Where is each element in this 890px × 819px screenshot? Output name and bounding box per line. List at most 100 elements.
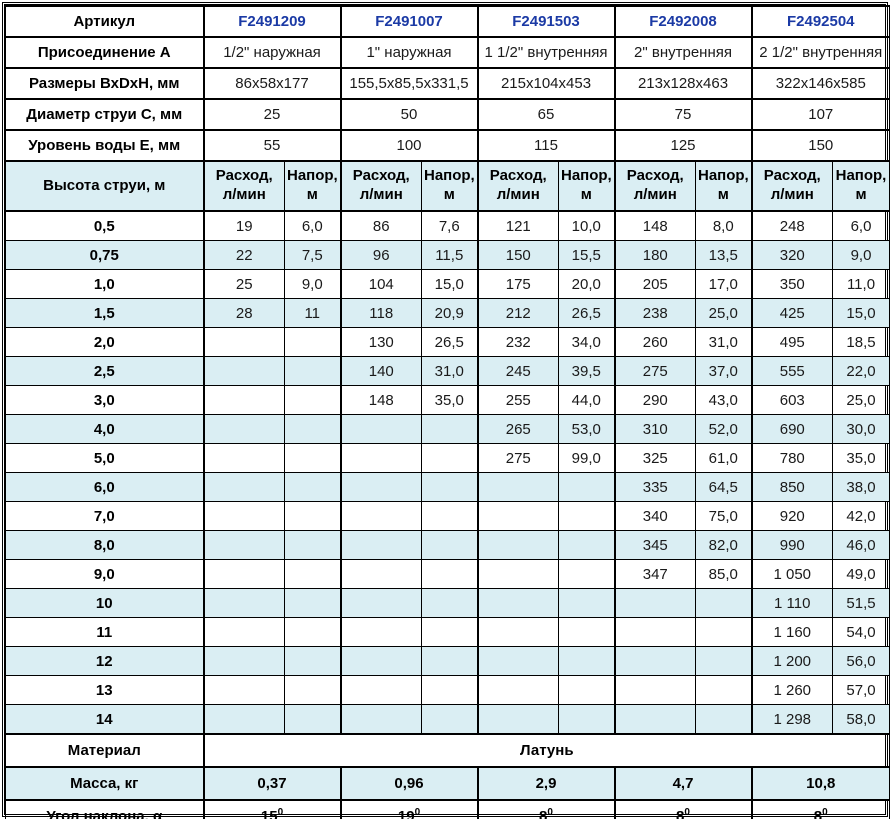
jet-data-row: 8,0 345 82,0 990 46,0 [5, 530, 890, 560]
jet-height-value: 12 [5, 646, 205, 676]
jet-data-row: 9,0 347 85,0 1 050 49,0 [5, 559, 890, 589]
jet-data-cell: 347 [613, 559, 696, 589]
material-label: Материал [5, 733, 205, 768]
nozzle-spec-table: Артикул F2491209 F2491007 F2491503 F2492008 F… [5, 5, 890, 819]
jet-data-cell: 260 [613, 327, 696, 357]
jet-data-cell: 15,5 [558, 240, 615, 270]
jet-data-cell: 690 [750, 414, 833, 444]
jet-data-cell: 26,5 [421, 327, 478, 357]
head-header-cell: Напор, м [832, 160, 890, 212]
jet-height-value: 1,5 [5, 298, 205, 328]
jet-data-cell [695, 617, 752, 647]
spec-row-label: Уровень воды Е, мм [5, 129, 205, 162]
jet-data-cell: 555 [750, 356, 833, 386]
jet-data-cell: 51,5 [832, 588, 890, 618]
jet-data-cell [339, 414, 422, 444]
flow-header-cell: Расход, л/мин [202, 160, 285, 212]
jet-data-cell: 1 260 [750, 675, 833, 705]
jet-data-cell: 245 [476, 356, 559, 386]
spec-row: Присоединение А 1/2" наружная 1" наружная 1… [5, 36, 890, 69]
spec-value-cell: 50 [339, 98, 478, 131]
jet-height-value: 6,0 [5, 472, 205, 502]
article-link[interactable]: F2492008 [613, 5, 752, 38]
spec-row-label: Артикул [5, 5, 205, 38]
jet-data-cell [558, 472, 615, 502]
jet-data-cell [558, 675, 615, 705]
degree-superscript: 0 [277, 807, 284, 818]
jet-data-cell [284, 617, 341, 647]
jet-data-cell: 11 [284, 298, 341, 328]
spec-value-cell: 75 [613, 98, 752, 131]
jet-data-cell: 57,0 [832, 675, 890, 705]
jet-data-cell: 25 [202, 269, 285, 299]
jet-data-cell: 603 [750, 385, 833, 415]
jet-data-cell [558, 704, 615, 735]
jet-data-cell: 35,0 [832, 443, 890, 473]
jet-data-cell: 320 [750, 240, 833, 270]
jet-data-cell: 31,0 [421, 356, 478, 386]
jet-data-cell [695, 704, 752, 735]
jet-data-cell [476, 559, 559, 589]
jet-data-cell: 118 [339, 298, 422, 328]
jet-data-cell [202, 559, 285, 589]
flow-header-cell: Расход, л/мин [339, 160, 422, 212]
jet-data-cell [339, 704, 422, 735]
head-header-cell: Напор, м [284, 160, 341, 212]
jet-data-cell [339, 443, 422, 473]
spec-value-cell: 2" внутренняя [613, 36, 752, 69]
spec-value-cell: 86х58х177 [202, 67, 341, 100]
material-value: Латунь [202, 733, 890, 768]
jet-data-cell [284, 559, 341, 589]
jet-data-cell [613, 588, 696, 618]
jet-data-cell: 265 [476, 414, 559, 444]
jet-data-cell: 335 [613, 472, 696, 502]
article-link[interactable]: F2491209 [202, 5, 341, 38]
jet-data-cell: 9,0 [832, 240, 890, 270]
jet-data-cell: 290 [613, 385, 696, 415]
jet-data-cell [202, 385, 285, 415]
jet-data-cell: 28 [202, 298, 285, 328]
jet-data-row: 13 1 260 57,0 [5, 675, 890, 705]
jet-data-cell [284, 530, 341, 560]
jet-data-cell [284, 675, 341, 705]
jet-data-cell [202, 646, 285, 676]
jet-data-row: 2,0 130 26,5 232 34,0 260 31,0 495 18,5 [5, 327, 890, 357]
spec-value-cell: 155,5х85,5х331,5 [339, 67, 478, 100]
jet-data-cell: 64,5 [695, 472, 752, 502]
jet-height-value: 8,0 [5, 530, 205, 560]
degree-superscript: 0 [822, 807, 828, 818]
article-link[interactable]: F2492504 [750, 5, 890, 38]
jet-data-cell: 1 200 [750, 646, 833, 676]
head-header-cell: Напор, м [695, 160, 752, 212]
jet-data-cell [421, 530, 478, 560]
jet-data-row: 0,75 22 7,5 96 11,5 150 15,5 180 13,5 320 9,0 [5, 240, 890, 270]
jet-data-cell: 1 298 [750, 704, 833, 735]
jet-data-cell: 248 [750, 210, 833, 241]
jet-data-cell: 7,5 [284, 240, 341, 270]
table-body: Артикул F2491209 F2491007 F2491503 F2492008 F… [5, 5, 890, 819]
jet-data-cell: 96 [339, 240, 422, 270]
jet-data-cell [421, 588, 478, 618]
jet-data-cell: 39,5 [558, 356, 615, 386]
jet-data-cell [339, 675, 422, 705]
jet-data-cell: 345 [613, 530, 696, 560]
mass-label: Масса, кг [5, 766, 205, 801]
spec-row: Диаметр струи С, мм 25 50 65 75 107 [5, 98, 890, 131]
jet-data-row: 14 1 298 58,0 [5, 704, 890, 735]
jet-data-cell: 310 [613, 414, 696, 444]
jet-data-cell: 75,0 [695, 501, 752, 531]
article-link[interactable]: F2491007 [339, 5, 478, 38]
angle-value: 80 [750, 799, 890, 819]
spec-value-cell: 322х146х585 [750, 67, 890, 100]
jet-data-cell: 22 [202, 240, 285, 270]
jet-data-cell [421, 472, 478, 502]
jet-height-value: 3,0 [5, 385, 205, 415]
jet-data-cell [558, 588, 615, 618]
jet-data-cell [284, 646, 341, 676]
jet-data-cell [339, 588, 422, 618]
jet-data-row: 1,5 28 11 118 20,9 212 26,5 238 25,0 425 15,0 [5, 298, 890, 328]
jet-height-value: 0,75 [5, 240, 205, 270]
jet-data-cell: 11,0 [832, 269, 890, 299]
article-link[interactable]: F2491503 [476, 5, 615, 38]
jet-data-cell: 495 [750, 327, 833, 357]
